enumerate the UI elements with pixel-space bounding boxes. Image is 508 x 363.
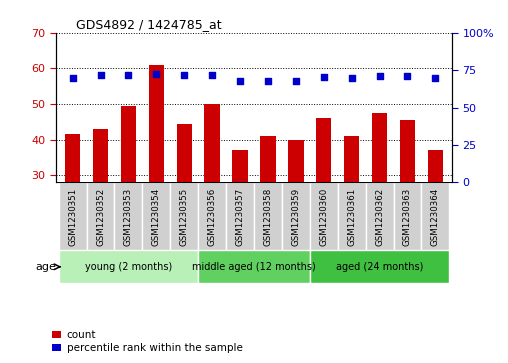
Point (236, 78, 244, 84)
Bar (422, 183, 450, 250)
Point (375, 73, 384, 79)
Bar (114, 183, 142, 250)
Point (124, 73, 133, 78)
Bar (394, 183, 422, 250)
Text: GSM1230356: GSM1230356 (208, 188, 216, 246)
Bar (58, 250, 198, 283)
Text: GSM1230360: GSM1230360 (319, 188, 328, 246)
Text: GSM1230363: GSM1230363 (403, 188, 412, 246)
Bar (226, 183, 254, 250)
Bar (170, 183, 198, 250)
Text: GSM1230357: GSM1230357 (236, 188, 244, 246)
Bar (58, 183, 86, 250)
Text: GSM1230354: GSM1230354 (152, 188, 161, 246)
Text: GSM1230361: GSM1230361 (347, 188, 356, 246)
Text: GSM1230359: GSM1230359 (292, 188, 300, 246)
Text: young (2 months): young (2 months) (85, 262, 172, 272)
Bar (65, 134, 80, 183)
Text: GSM1230358: GSM1230358 (264, 188, 272, 246)
Bar (316, 118, 331, 183)
Bar (428, 150, 443, 183)
Bar (344, 136, 359, 183)
Bar (260, 136, 276, 183)
Bar (149, 65, 164, 183)
Bar (372, 113, 387, 183)
Text: GSM1230355: GSM1230355 (180, 188, 189, 246)
Bar (198, 250, 310, 283)
Bar (177, 123, 192, 183)
Text: GSM1230352: GSM1230352 (96, 188, 105, 246)
Bar (282, 183, 310, 250)
Bar (204, 104, 220, 183)
Point (208, 73, 216, 78)
Bar (288, 140, 304, 183)
Bar (254, 183, 282, 250)
Text: age: age (36, 262, 56, 272)
Bar (142, 183, 170, 250)
Point (431, 76, 439, 81)
Point (97, 73, 105, 78)
Text: GDS4892 / 1424785_at: GDS4892 / 1424785_at (76, 19, 221, 32)
Bar (366, 183, 394, 250)
Point (152, 71, 161, 77)
Bar (310, 183, 338, 250)
Text: middle aged (12 months): middle aged (12 months) (192, 262, 316, 272)
Point (403, 73, 411, 79)
Bar (400, 120, 415, 183)
Bar (93, 129, 108, 183)
Bar (198, 183, 226, 250)
Text: GSM1230351: GSM1230351 (68, 188, 77, 246)
Text: GSM1230353: GSM1230353 (124, 188, 133, 246)
Point (347, 76, 356, 81)
Bar (232, 150, 248, 183)
Point (180, 73, 188, 78)
Text: GSM1230362: GSM1230362 (375, 188, 384, 246)
Bar (121, 106, 136, 183)
Point (264, 78, 272, 83)
Point (292, 78, 300, 83)
Legend: count, percentile rank within the sample: count, percentile rank within the sample (51, 329, 243, 354)
Point (320, 74, 328, 80)
Bar (310, 250, 450, 283)
Point (69, 76, 77, 81)
Text: aged (24 months): aged (24 months) (336, 262, 423, 272)
Bar (86, 183, 114, 250)
Text: GSM1230364: GSM1230364 (431, 188, 440, 246)
Bar (338, 183, 366, 250)
